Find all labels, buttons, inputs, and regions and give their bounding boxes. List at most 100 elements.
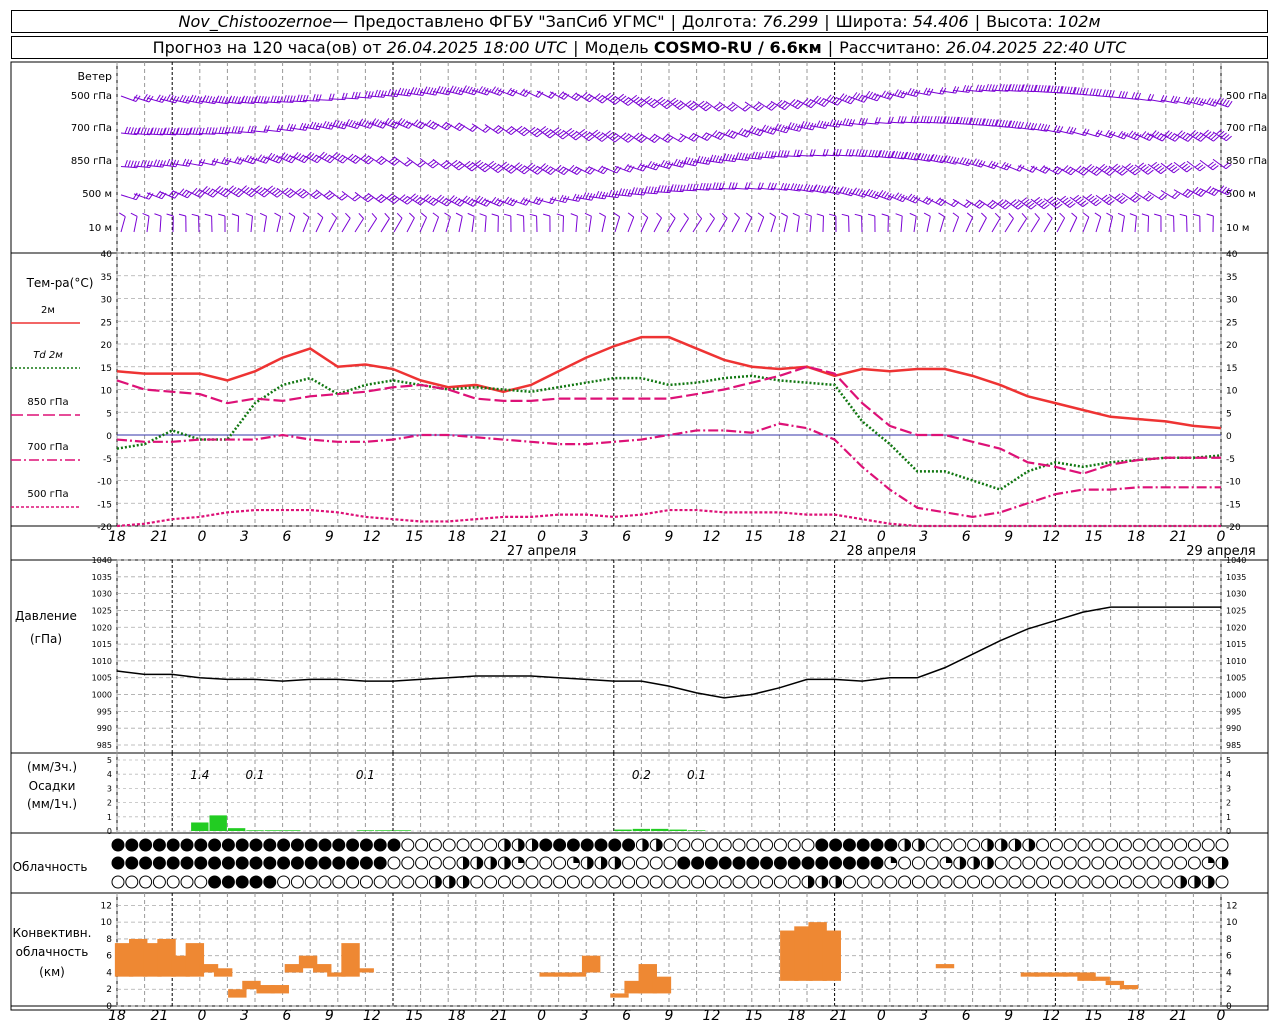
wind-barb-feather [752,102,759,108]
wind-barb-feather [365,157,372,163]
wind-barb-feather [491,86,497,93]
wind-barb-feather [907,88,912,95]
wind-barb-feather [618,188,623,196]
wind-barb-feather [1025,200,1032,206]
wind-barb-feather [1143,132,1149,139]
cloud-cover-symbol [718,856,732,870]
wind-barb-feather [838,120,843,128]
wind-barb-feather [769,127,775,134]
wind-barb-feather [452,86,457,93]
conv-tick-label-right: 10 [1226,918,1238,928]
wind-barb-feather [397,117,403,125]
wind-barb-feather [283,153,289,160]
wind-barb-feather [153,159,158,167]
time-tick-label: 15 [745,529,763,545]
wind-barb-feather [168,190,174,197]
wind-barb [419,217,428,233]
wind-barb-feather [357,92,361,100]
wind-barb [588,131,603,142]
wind-barb-feather [642,165,648,172]
model-value: COSMO-RU / 6.6км [653,38,822,57]
wind-barb-feather [522,198,528,205]
conv-cloud-bar [1077,972,1096,981]
cloud-cover-symbol [787,838,801,852]
conv-cloud-bar [1063,972,1082,977]
wind-barb-feather [159,95,164,102]
wind-barb-feather [416,87,421,95]
wind-barb-feather [1121,91,1125,99]
wind-barb [302,188,317,200]
wind-barb [952,198,967,209]
wind-barb-feather [1132,195,1139,202]
wind-barb-feather [505,165,512,171]
wind-barb [484,162,499,174]
wind-barb-feather [140,127,144,135]
pressure-tick-label: 1035 [92,573,112,582]
temp-legend-label: 2м [41,305,55,316]
cloud-cover-symbol [1049,875,1063,889]
wind-barb-feather [195,127,199,135]
cloud-cover-symbol [580,875,594,889]
wind-barb-feather [881,213,889,217]
wind-barb-feather [1134,170,1141,176]
temp-series-line [116,508,1221,528]
cloud-cover-symbol [856,875,870,889]
wind-barb-feather [718,106,725,112]
conv-cloud-bar [935,964,955,969]
wind-barb-feather [1075,196,1082,202]
cloud-cover-symbol [511,875,525,889]
wind-barb-feather [1212,165,1219,171]
wind-barb [393,194,408,205]
wind-barb-feather [735,152,740,160]
conv-cloud-bar [794,926,813,981]
wind-barb-feather [324,154,331,161]
wind-barb-feather [1192,213,1200,217]
wind-barb-feather [602,98,608,104]
wind-barb-feather [668,162,674,169]
wind-barb-feather [674,101,681,107]
wind-barb-feather [466,162,473,168]
wind-barb-feather [432,163,439,169]
wind-barb-feather [310,190,317,196]
wind-barb-feather [768,103,775,110]
cloud-cover-half [1208,876,1215,888]
cloud-cover-symbol [539,875,553,889]
wind-barb-feather [378,196,385,202]
wind-level-label-right: 500 гПа [1226,91,1267,102]
temp-tick-label-right: -15 [1226,500,1241,510]
wind-barb-feather [640,137,647,143]
wind-barb-feather [761,124,767,131]
wind-barb [406,195,421,206]
wind-barb-feather [1008,212,1014,219]
wind-barb-feather [767,150,771,158]
wind-barb-feather [198,96,203,104]
wind-barb-feather [1124,91,1128,99]
cloud-cover-symbol [594,875,608,889]
wind-barb [575,130,590,142]
wind-barb-feather [625,98,632,105]
wind-barb-feather [1047,85,1051,93]
pressure-tick-label-right: 1035 [1226,573,1246,582]
wind-barb-feather [633,132,640,138]
wind-barb-feather [361,119,366,126]
wind-barb-feather [651,135,658,142]
wind-barb-feather [1200,191,1207,197]
wind-barb-feather [533,196,538,203]
wind-barb-feather [638,100,645,106]
wind-barb [536,127,551,139]
wind-barb-feather [238,191,245,198]
wind-barb-feather [392,121,398,128]
wind-barb-feather [1127,164,1134,171]
cloud-cover-symbol [842,875,856,889]
wind-barb-feather [601,136,608,142]
wind-barb-feather [518,127,525,133]
wind-barb [705,218,715,233]
wind-barb-feather [512,89,518,97]
cloud-cover-symbol [1160,856,1174,870]
wind-level-label: 500 м [82,189,112,200]
wind-barb-feather [490,162,497,168]
wind-barb-feather [442,87,447,94]
wind-barb-feather [864,149,868,157]
wind-barb-feather [1225,164,1232,170]
wind-barb-feather [380,90,384,98]
